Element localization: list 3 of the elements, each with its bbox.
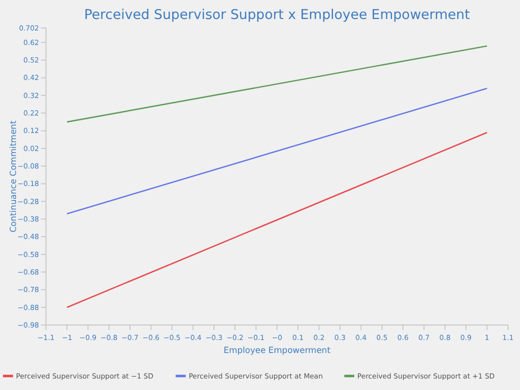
- y-axis-title: Continuance Commitment: [9, 120, 19, 232]
- x-axis-title: Employee Empowerment: [224, 346, 332, 356]
- chart-title: Perceived Supervisor Support x Employee Empowerment: [84, 7, 470, 23]
